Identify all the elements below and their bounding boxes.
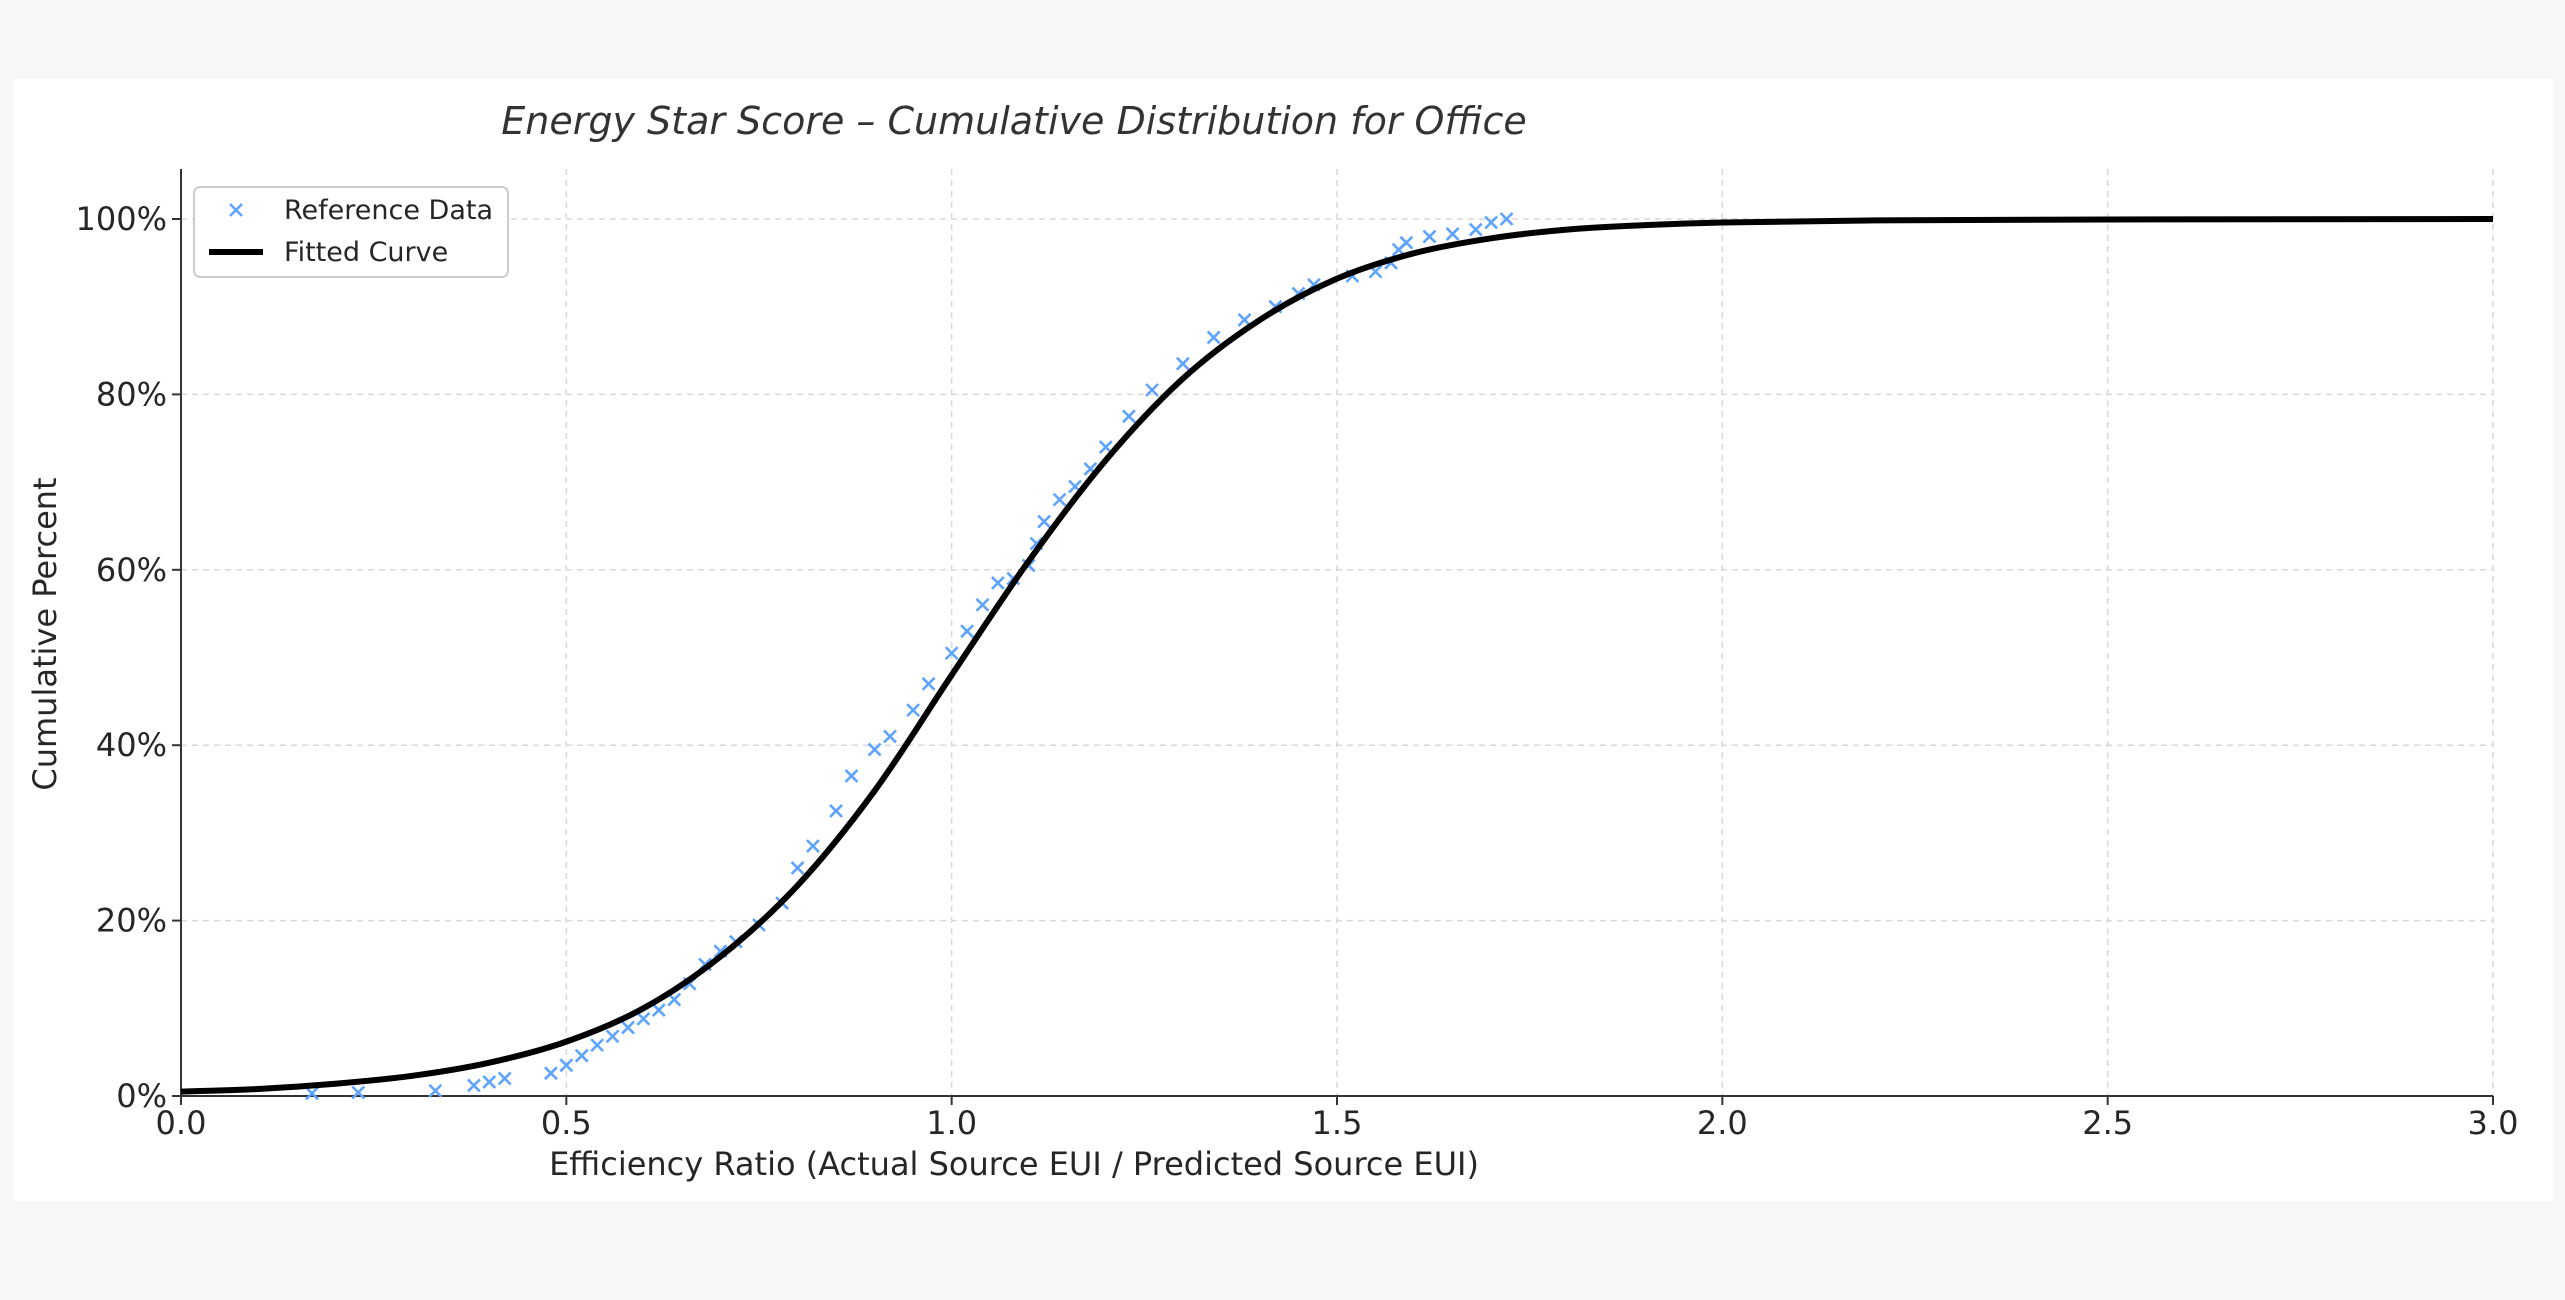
x-tick-label: 2.0 (1697, 1104, 1748, 1142)
y-axis-label: Cumulative Percent (26, 477, 64, 790)
legend-label-reference-data: Reference Data (284, 195, 493, 226)
legend-box (193, 186, 509, 278)
data-point (351, 1085, 366, 1100)
grid (181, 169, 2494, 1096)
data-point (944, 646, 959, 661)
chart-panel: Energy Star Score – Cumulative Distribut… (13, 79, 2553, 1201)
data-point (1422, 229, 1437, 244)
data-point (990, 576, 1005, 590)
data-point (1122, 409, 1136, 424)
data-point (1484, 215, 1499, 230)
data-point (651, 1003, 666, 1017)
y-tick-label: 60% (96, 551, 167, 589)
x-axis-label: Efficiency Ratio (Actual Source EUI / Pr… (549, 1145, 1479, 1183)
fitted-curve-line (180, 216, 2494, 1095)
legend: Reference Data Fitted Curve (193, 186, 509, 278)
legend-x-marker-icon (229, 203, 243, 217)
y-tick-label: 100% (76, 200, 167, 238)
x-tick-label: 3.0 (2468, 1104, 2519, 1142)
axes: 0.0 0.5 1.0 1.5 2.0 2.5 3.0 0% 20% 40% 60% 80% 100% (76, 169, 2519, 1142)
data-point (574, 1048, 589, 1063)
data-point (559, 1058, 574, 1073)
y-tick-label: 80% (96, 375, 167, 413)
x-tick-label: 1.0 (926, 1104, 977, 1142)
data-point (544, 1066, 558, 1081)
data-point (921, 676, 936, 691)
fitted-curve-series (180, 216, 2494, 1095)
data-point (590, 1038, 605, 1053)
y-tick-label: 0% (116, 1077, 167, 1115)
data-point (621, 1020, 635, 1035)
data-point (1468, 222, 1483, 237)
data-point (883, 729, 897, 744)
data-point (1399, 235, 1414, 250)
data-point (636, 1011, 651, 1026)
y-tick-label: 20% (96, 902, 167, 940)
data-point (1052, 492, 1067, 507)
x-tick-label: 2.5 (2082, 1104, 2133, 1142)
data-point (605, 1029, 620, 1044)
data-point (960, 624, 974, 639)
data-point (1499, 212, 1514, 226)
data-point (867, 742, 882, 757)
reference-data-series (305, 212, 1514, 1101)
data-point (790, 861, 805, 875)
data-point (482, 1075, 497, 1089)
data-point (829, 804, 843, 818)
data-point (497, 1071, 512, 1086)
data-point (1206, 330, 1221, 345)
cumulative-distribution-chart: Energy Star Score – Cumulative Distribut… (26, 99, 2519, 1183)
data-point (844, 768, 859, 783)
x-tick-label: 1.5 (1312, 1104, 1363, 1142)
data-point (428, 1083, 443, 1098)
data-point (1175, 356, 1190, 371)
data-point (1037, 514, 1052, 529)
data-point (466, 1078, 481, 1093)
legend-label-fitted-curve: Fitted Curve (284, 237, 448, 268)
chart-title: Energy Star Score – Cumulative Distribut… (501, 99, 1526, 143)
data-point (975, 597, 990, 612)
y-tick-label: 40% (96, 726, 167, 764)
data-point (806, 839, 820, 853)
data-point (1445, 226, 1460, 241)
data-point (906, 703, 921, 718)
x-tick-label: 0.5 (541, 1104, 592, 1142)
data-point (305, 1086, 319, 1101)
x-tick-label: 0.0 (156, 1104, 207, 1142)
data-point (1145, 383, 1159, 397)
